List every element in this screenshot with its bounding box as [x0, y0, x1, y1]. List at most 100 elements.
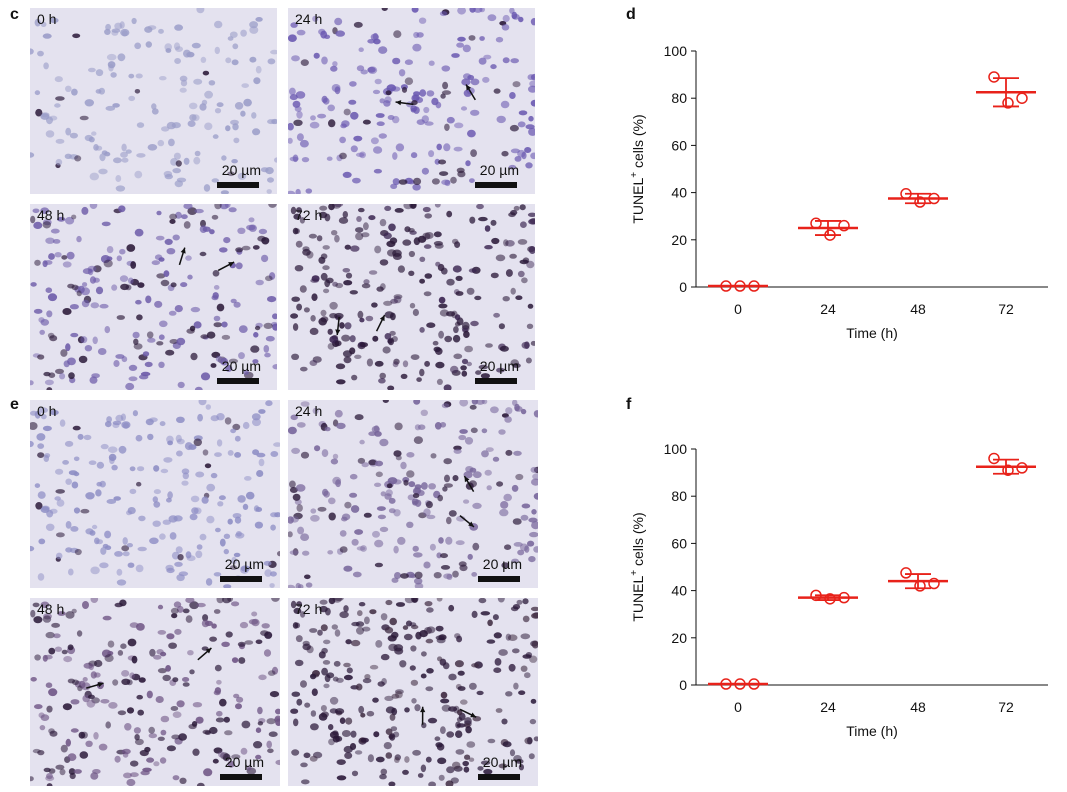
nucleus: [270, 451, 279, 457]
nucleus: [271, 118, 277, 125]
nucleus: [70, 526, 79, 532]
nucleus: [336, 677, 344, 683]
nucleus: [471, 572, 478, 577]
nucleus: [54, 103, 61, 108]
nucleus: [153, 654, 162, 660]
nucleus: [461, 78, 471, 86]
nucleus: [30, 677, 37, 682]
nucleus: [510, 148, 520, 154]
nucleus: [70, 728, 79, 733]
nucleus: [300, 762, 308, 768]
nucleus: [55, 158, 63, 166]
nucleus: [59, 768, 66, 776]
nucleus: [502, 14, 510, 23]
nucleus: [252, 128, 261, 136]
nucleus: [374, 360, 384, 367]
nucleus: [151, 260, 160, 266]
nucleus: [200, 219, 206, 228]
nucleus: [323, 490, 330, 498]
nucleus: [434, 422, 442, 430]
nucleus: [357, 610, 363, 617]
nucleus: [351, 538, 359, 546]
nucleus: [40, 207, 50, 214]
nucleus: [79, 115, 89, 121]
nucleus: [444, 335, 453, 343]
nucleus: [503, 239, 509, 247]
nucleus: [508, 212, 516, 218]
nucleus: [528, 218, 535, 225]
nucleus: [173, 42, 181, 50]
nucleus: [160, 279, 170, 287]
nucleus: [419, 278, 425, 284]
nucleus: [209, 636, 218, 642]
micrograph-e-48h: 48 h 20 µm: [30, 598, 280, 786]
nucleus: [341, 334, 351, 342]
nucleus: [81, 206, 89, 215]
nucleus: [402, 625, 409, 630]
nucleus: [317, 113, 327, 119]
timepoint-label: 0 h: [37, 11, 57, 27]
nucleus: [114, 551, 123, 557]
nucleus: [71, 284, 79, 291]
scale-bar: [220, 774, 262, 780]
nucleus: [500, 100, 510, 109]
nucleus: [144, 361, 153, 368]
nucleus: [159, 757, 167, 764]
nucleus: [249, 21, 258, 29]
nucleus: [490, 219, 497, 226]
nucleus: [160, 468, 169, 474]
nucleus: [404, 77, 414, 85]
nucleus: [505, 633, 512, 641]
nucleus: [33, 616, 43, 624]
nucleus: [515, 758, 524, 764]
nucleus: [421, 482, 428, 490]
nucleus: [527, 540, 535, 547]
nucleus: [436, 552, 442, 559]
nucleus: [528, 85, 535, 93]
nucleus: [452, 475, 459, 482]
nucleus: [65, 343, 71, 352]
nucleus: [234, 452, 242, 458]
nucleus: [368, 270, 378, 275]
nucleus: [496, 481, 504, 487]
nucleus: [417, 235, 427, 243]
nucleus: [481, 428, 488, 434]
nucleus: [168, 642, 178, 649]
nucleus: [171, 613, 178, 619]
nucleus: [424, 601, 433, 607]
nucleus: [461, 370, 468, 377]
nucleus: [387, 635, 397, 642]
nucleus: [531, 521, 538, 530]
nucleus: [394, 422, 403, 431]
nucleus: [313, 52, 320, 59]
nucleus: [293, 718, 299, 727]
nucleus: [332, 281, 338, 287]
nucleus: [335, 735, 343, 742]
nucleus: [454, 122, 464, 129]
nucleus: [145, 295, 152, 304]
nucleus: [183, 49, 191, 58]
nucleus: [448, 706, 458, 712]
nucleus: [152, 496, 158, 503]
nucleus: [90, 671, 97, 679]
nucleus: [155, 696, 164, 703]
nucleus: [469, 404, 477, 410]
nucleus: [43, 767, 51, 773]
nucleus: [173, 601, 182, 608]
nucleus: [350, 730, 357, 738]
tissue-background: [288, 598, 538, 786]
nucleus: [367, 39, 376, 44]
nucleus: [272, 364, 277, 370]
micrograph-c-0h: 0 h 20 µm: [30, 8, 277, 194]
nucleus: [397, 536, 406, 545]
nucleus: [398, 179, 408, 185]
nucleus: [374, 539, 384, 548]
nucleus: [198, 400, 207, 406]
nucleus: [40, 601, 50, 609]
nucleus: [339, 546, 348, 553]
nucleus: [301, 157, 310, 163]
nucleus: [324, 213, 331, 222]
nucleus: [395, 602, 406, 607]
nucleus: [520, 408, 527, 415]
nucleus: [70, 332, 79, 338]
